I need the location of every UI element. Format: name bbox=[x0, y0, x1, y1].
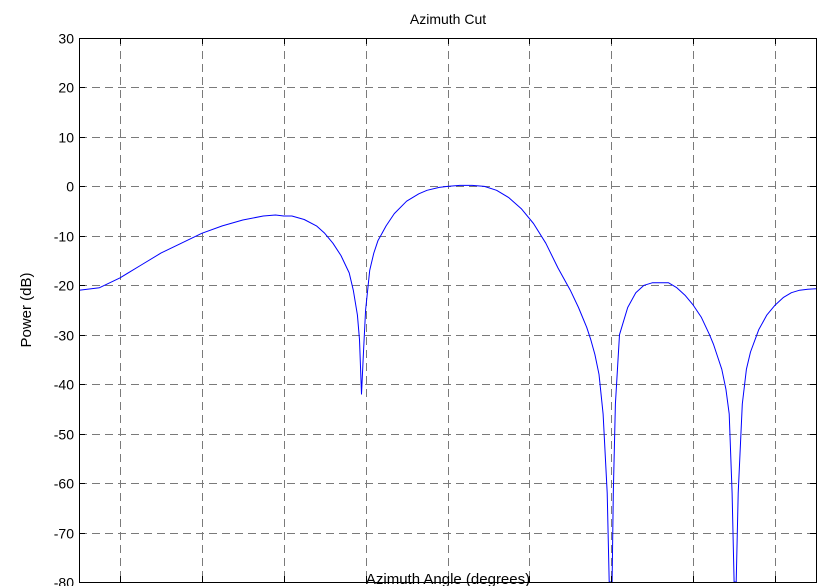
y-tick-label: -40 bbox=[54, 377, 74, 393]
y-tick-labels: -80 -70 -60 -50 -40 -30 -20 -10 0 10 20 30 bbox=[54, 31, 74, 586]
power-series-line bbox=[78, 184, 817, 583]
x-axis-label: Azimuth Angle (degrees) bbox=[366, 571, 530, 586]
y-tick-label: -80 bbox=[54, 575, 74, 586]
series-layer bbox=[78, 184, 817, 583]
y-tick-label: -70 bbox=[54, 526, 74, 542]
y-tick-label: -20 bbox=[54, 278, 74, 294]
grid-lines bbox=[79, 38, 816, 582]
y-tick-label: -50 bbox=[54, 427, 74, 443]
y-axis-label: Power (dB) bbox=[18, 272, 35, 347]
chart-title: Azimuth Cut bbox=[410, 11, 486, 27]
y-tick-label: 10 bbox=[58, 130, 74, 146]
tick-marks bbox=[79, 38, 816, 583]
y-tick-label: -10 bbox=[54, 229, 74, 245]
y-tick-label: 0 bbox=[66, 179, 74, 195]
y-tick-label: 20 bbox=[58, 80, 74, 96]
y-tick-label: -60 bbox=[54, 476, 74, 492]
y-tick-label: -30 bbox=[54, 328, 74, 344]
plot-background bbox=[79, 38, 817, 583]
y-tick-label: 30 bbox=[58, 31, 74, 47]
